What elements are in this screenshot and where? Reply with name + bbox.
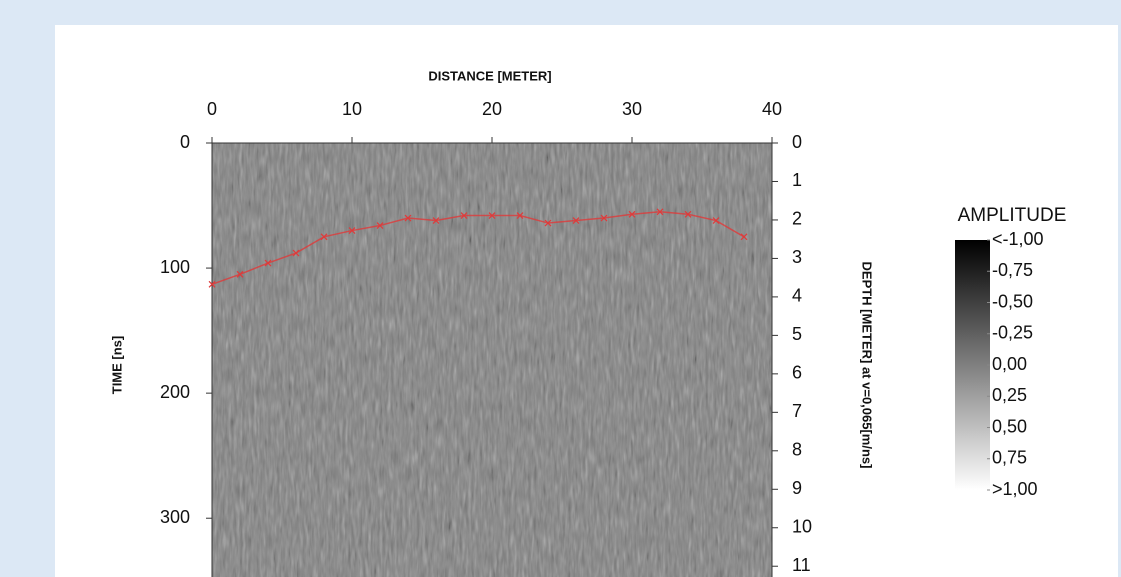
y-tick-label: 300 [160, 507, 190, 527]
y2-axis-title: DEPTH [METER] at v=0,065[m/ns] [860, 262, 875, 469]
x-tick-label: 40 [762, 99, 782, 119]
y-axis-title: TIME [ns] [109, 336, 124, 395]
y2-tick-label: 4 [792, 286, 802, 306]
y-tick-label: 100 [160, 257, 190, 277]
colorbar-label: -0,50 [992, 291, 1033, 311]
y-tick-label: 200 [160, 382, 190, 402]
colorbar [955, 240, 990, 490]
pick-line [211, 211, 745, 286]
colorbar-label: -0,25 [992, 323, 1033, 343]
y2-tick-label: 7 [792, 401, 802, 421]
colorbar-label: 0,25 [992, 385, 1027, 405]
y2-tick-label: 10 [792, 517, 812, 537]
y2-tick-label: 11 [792, 555, 811, 575]
colorbar-label: 0,00 [992, 354, 1027, 374]
radargram-texture [212, 143, 772, 577]
x-axis-title: DISTANCE [METER] [428, 68, 551, 83]
x-tick-label: 0 [207, 99, 217, 119]
y2-tick-label: 8 [792, 440, 802, 460]
colorbar-label: 0,50 [992, 416, 1027, 436]
y-tick-label: 0 [180, 132, 190, 152]
y2-tick-label: 9 [792, 478, 802, 498]
y2-tick-label: 6 [792, 363, 802, 383]
y2-tick-label: 2 [792, 209, 802, 229]
colorbar-title: AMPLITUDE [958, 205, 1067, 226]
colorbar-label: <-1,00 [992, 229, 1044, 249]
colorbar-label: -0,75 [992, 260, 1033, 280]
colorbar-label: >1,00 [992, 479, 1038, 499]
x-tick-label: 10 [342, 99, 362, 119]
y2-tick-label: 0 [792, 132, 802, 152]
y2-tick-label: 1 [792, 170, 802, 190]
y2-tick-label: 3 [792, 247, 802, 267]
x-tick-label: 20 [482, 99, 502, 119]
x-tick-label: 30 [622, 99, 642, 119]
colorbar-label: 0,75 [992, 448, 1027, 468]
y2-tick-label: 5 [792, 324, 802, 344]
